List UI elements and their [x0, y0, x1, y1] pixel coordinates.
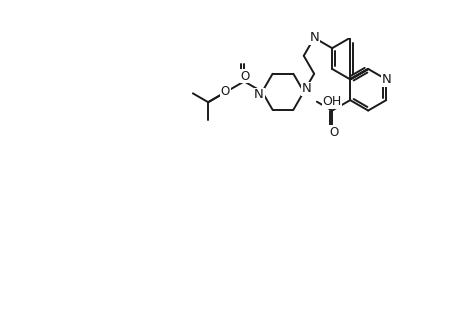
Text: O: O: [221, 85, 230, 98]
Text: O: O: [329, 126, 338, 139]
Text: N: N: [254, 88, 264, 101]
Text: O: O: [240, 70, 250, 83]
Text: N: N: [381, 73, 391, 86]
Text: N: N: [309, 31, 319, 44]
Text: OH: OH: [322, 95, 342, 108]
Text: N: N: [302, 82, 312, 95]
